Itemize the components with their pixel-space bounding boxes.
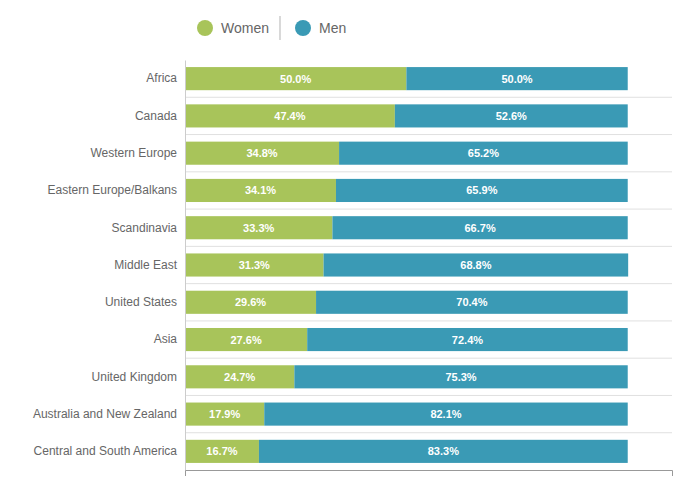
plot: 50.0% 47.4% 34.8% 34.1% 33.3% 31.3% 29.6% 27.6%… xyxy=(33,61,673,477)
data-label: 66.7% xyxy=(464,222,495,234)
y-tick: Asia xyxy=(154,332,185,346)
bar xyxy=(332,216,627,239)
bar xyxy=(185,291,316,314)
legend-separator xyxy=(279,16,281,40)
y-tick-label: Middle East xyxy=(114,258,177,272)
legend-swatch xyxy=(295,20,311,36)
data-label: 68.8% xyxy=(460,259,491,271)
data-label: 50.0% xyxy=(501,73,532,85)
bar xyxy=(316,291,628,314)
separator xyxy=(185,320,672,321)
y-tick: Middle East xyxy=(114,258,185,272)
y-tick: Central and South America xyxy=(34,444,185,458)
bar xyxy=(264,403,627,426)
bar xyxy=(185,142,339,165)
y-axis: Africa Canada Western Europe Eastern Europe… xyxy=(33,61,186,471)
x-axis-line xyxy=(186,471,673,477)
bar xyxy=(259,440,628,463)
data-label: 72.4% xyxy=(452,334,483,346)
y-tick-label: Eastern Europe/Balkans xyxy=(48,183,177,197)
bar xyxy=(185,328,307,351)
y-tick-label: Central and South America xyxy=(34,444,178,458)
bar xyxy=(185,179,336,202)
bar xyxy=(185,216,332,239)
bar xyxy=(185,253,324,276)
y-tick-label: Canada xyxy=(135,109,177,123)
bar xyxy=(395,104,628,127)
data-label: 31.3% xyxy=(239,259,270,271)
bar xyxy=(185,365,294,388)
data-label: 47.4% xyxy=(274,110,305,122)
data-label: 52.6% xyxy=(496,110,527,122)
y-tick: Scandinavia xyxy=(112,221,185,235)
data-label: 75.3% xyxy=(445,371,476,383)
data-label: 50.0% xyxy=(280,73,311,85)
bar xyxy=(294,365,627,388)
legend-item: Men xyxy=(295,20,346,36)
separator xyxy=(185,283,672,284)
y-tick-label: United States xyxy=(105,295,177,309)
legend: Women Men xyxy=(197,16,346,40)
data-label: 27.6% xyxy=(230,334,261,346)
separator xyxy=(185,134,672,135)
legend-label: Men xyxy=(319,20,346,36)
y-tick-label: Western Europe xyxy=(91,146,178,160)
chart: 50.0% 47.4% 34.8% 34.1% 33.3% 31.3% 29.6% 27.6%… xyxy=(0,0,697,495)
data-label: 70.4% xyxy=(456,296,487,308)
y-axis-line xyxy=(185,61,186,471)
bar xyxy=(307,328,628,351)
y-tick: United Kingdom xyxy=(92,370,185,384)
data-label: 16.7% xyxy=(206,445,237,457)
separator xyxy=(185,395,672,396)
series-bars xyxy=(259,67,628,463)
bar xyxy=(336,179,628,202)
data-label: 65.2% xyxy=(468,147,499,159)
y-tick-label: Scandinavia xyxy=(112,221,178,235)
legend-swatch xyxy=(197,20,213,36)
y-tick: Africa xyxy=(146,71,185,85)
separator xyxy=(185,432,672,433)
separator xyxy=(185,97,672,98)
legend-item: Women xyxy=(197,20,269,36)
data-label: 24.7% xyxy=(224,371,255,383)
separator xyxy=(185,246,672,247)
y-tick-label: United Kingdom xyxy=(92,370,177,384)
bar xyxy=(406,67,627,90)
y-tick-label: Asia xyxy=(154,332,178,346)
bar xyxy=(185,67,406,90)
bars xyxy=(185,67,628,463)
bar xyxy=(339,142,628,165)
data-labels: 50.0% 47.4% 34.8% 34.1% 33.3% 31.3% 29.6% 27.6%… xyxy=(206,73,532,458)
y-tick: Australia and New Zealand xyxy=(33,407,185,421)
data-label: 65.9% xyxy=(466,184,497,196)
legend-label: Women xyxy=(221,20,269,36)
data-label: 34.1% xyxy=(245,184,276,196)
data-label: 82.1% xyxy=(430,408,461,420)
separator xyxy=(185,171,672,172)
y-tick-label: Australia and New Zealand xyxy=(33,407,177,421)
bar xyxy=(185,403,264,426)
y-tick: United States xyxy=(105,295,185,309)
bar xyxy=(185,104,395,127)
data-label: 83.3% xyxy=(428,445,459,457)
separators xyxy=(185,97,672,432)
bar xyxy=(185,440,259,463)
data-label: 17.9% xyxy=(209,408,240,420)
y-tick: Western Europe xyxy=(91,146,186,160)
data-label: 34.8% xyxy=(246,147,277,159)
x-axis xyxy=(186,471,673,477)
separator xyxy=(185,209,672,210)
data-label: 33.3% xyxy=(243,222,274,234)
bar xyxy=(324,253,629,276)
y-tick-label: Africa xyxy=(146,71,177,85)
separator xyxy=(185,358,672,359)
y-tick: Canada xyxy=(135,109,185,123)
data-label: 29.6% xyxy=(235,296,266,308)
y-tick: Eastern Europe/Balkans xyxy=(48,183,185,197)
